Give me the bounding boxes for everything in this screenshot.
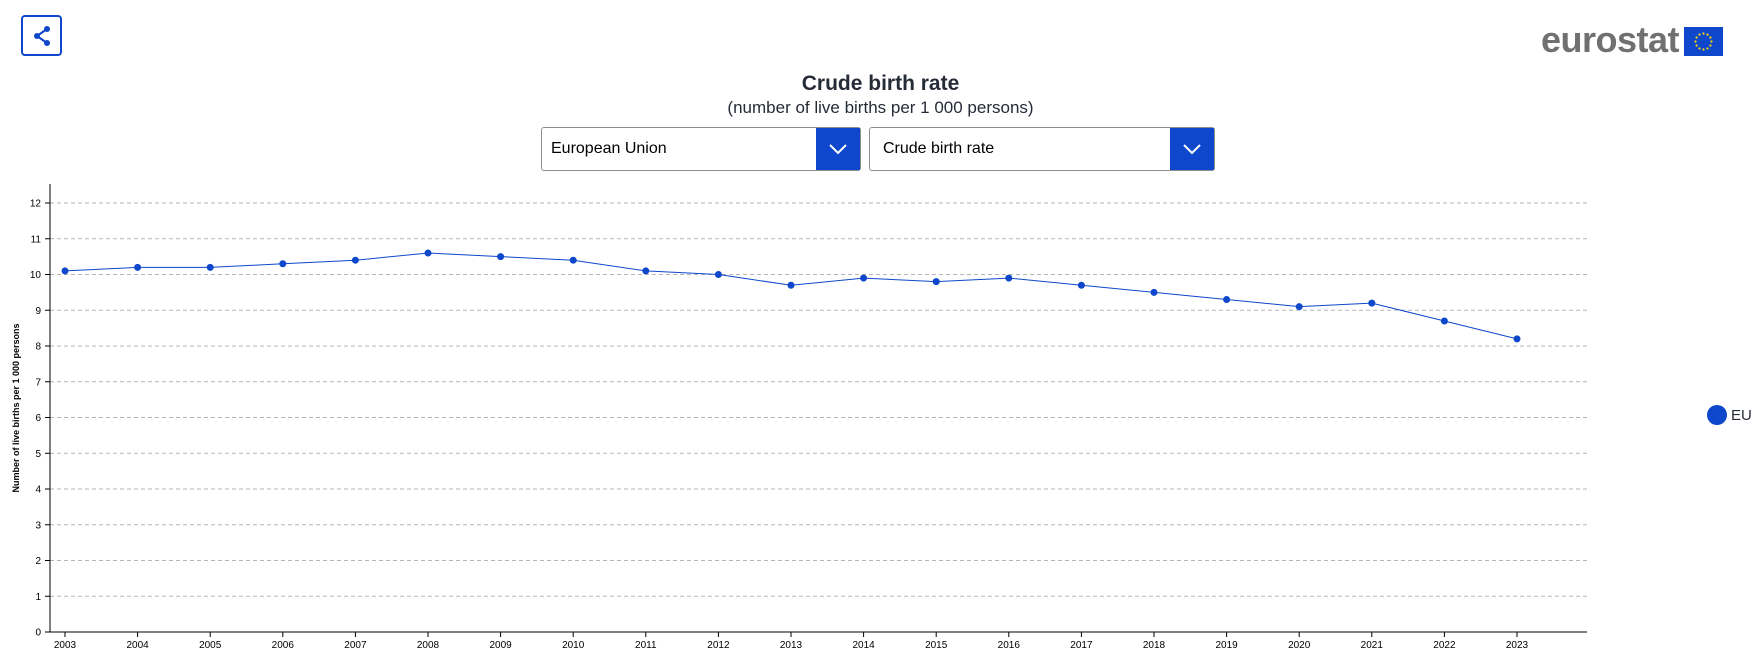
indicator-select-value: Crude birth rate [883,140,995,157]
x-tick-label: 2020 [1288,640,1311,651]
data-point [860,274,868,282]
y-tick-label: 1 [35,592,41,603]
y-tick-label: 9 [35,306,41,317]
x-tick-label: 2022 [1433,640,1456,651]
data-point [1295,303,1303,311]
data-point [1368,299,1376,307]
x-tick-label: 2016 [998,640,1021,651]
data-point [569,256,577,264]
data-point [279,260,287,268]
legend-marker [1707,405,1727,425]
chart-subtitle: (number of live births per 1 000 persons… [727,98,1034,117]
geo-select-value: European Union [551,140,667,157]
x-tick-label: 2005 [199,640,222,651]
x-tick-label: 2015 [925,640,948,651]
y-tick-label: 0 [35,628,41,639]
data-point [351,256,359,264]
y-tick-label: 11 [31,234,42,245]
data-point [134,263,142,271]
y-tick-label: 3 [35,520,41,531]
x-tick-label: 2021 [1361,640,1384,651]
x-tick-label: 2004 [126,640,149,651]
y-tick-label: 8 [35,342,41,353]
chevron-down-icon [829,144,847,155]
data-point [1513,335,1521,343]
chevron-down-icon [1183,144,1201,155]
y-tick-label: 7 [35,377,41,388]
x-tick-label: 2008 [417,640,440,651]
eurostat-logo: eurostat [1541,19,1724,60]
x-tick-label: 2014 [852,640,875,651]
y-tick-label: 4 [35,485,41,496]
y-tick-label: 12 [30,199,42,210]
data-point [206,263,214,271]
indicator-select[interactable]: Crude birth rate [869,127,1215,171]
x-tick-label: 2018 [1143,640,1166,651]
x-tick-label: 2011 [635,640,657,651]
data-point [1005,274,1013,282]
x-tick-label: 2007 [344,640,367,651]
x-tick-label: 2017 [1070,640,1093,651]
logo-text: eurostat [1541,19,1680,60]
x-tick-label: 2003 [54,640,77,651]
x-tick-label: 2009 [489,640,512,651]
geo-select[interactable]: European Union [541,127,861,171]
data-point [714,271,722,278]
share-icon [33,25,50,46]
x-tick-label: 2019 [1215,640,1238,651]
chart-title-block: Crude birth rate (number of live births … [0,71,1761,119]
y-tick-label: 2 [35,556,41,567]
x-tick-label: 2006 [272,640,295,651]
data-point [1440,317,1448,325]
eu-flag-icon [1684,26,1724,56]
data-point [932,278,940,286]
data-point [1150,288,1158,296]
chart-title: Crude birth rate [801,72,960,95]
data-point [61,267,69,275]
x-tick-label: 2013 [780,640,803,651]
y-tick-label: 6 [35,413,41,424]
indicator-select-arrow-button[interactable] [1170,128,1214,170]
y-axis-label: Number of live births per 1 000 persons [11,323,21,492]
legend-label: EU [1731,406,1752,424]
data-point [787,281,795,289]
data-point [642,267,650,275]
x-tick-label: 2010 [562,640,585,651]
y-tick-label: 5 [35,449,41,460]
data-point [424,249,432,257]
data-point [1077,281,1085,289]
x-tick-label: 2012 [707,640,730,651]
legend-item-eu[interactable]: EU [1707,405,1752,425]
geo-select-arrow-button[interactable] [816,128,860,170]
data-point [497,253,505,261]
x-tick-label: 2023 [1506,640,1529,651]
data-point [1223,296,1231,304]
y-tick-label: 10 [30,270,42,281]
share-button[interactable] [21,15,62,56]
